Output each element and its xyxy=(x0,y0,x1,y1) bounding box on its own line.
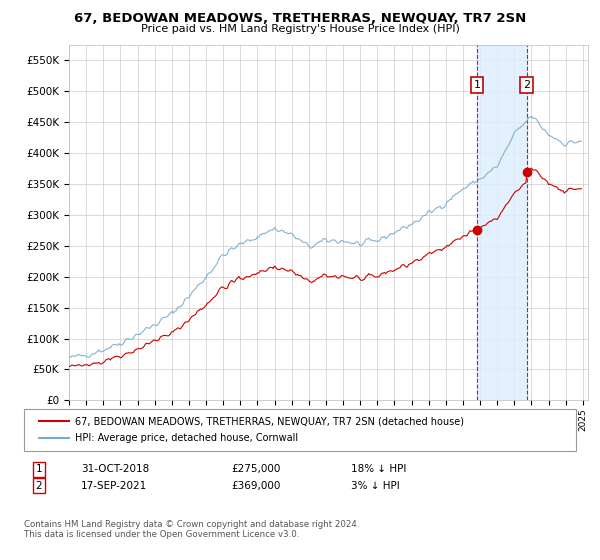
Text: £275,000: £275,000 xyxy=(231,464,280,474)
Bar xyxy=(477,45,527,400)
Text: 2: 2 xyxy=(35,480,43,491)
Text: 3% ↓ HPI: 3% ↓ HPI xyxy=(351,480,400,491)
Text: 31-OCT-2018: 31-OCT-2018 xyxy=(81,464,149,474)
Text: 17-SEP-2021: 17-SEP-2021 xyxy=(81,480,147,491)
Text: 67, BEDOWAN MEADOWS, TRETHERRAS, NEWQUAY, TR7 2SN: 67, BEDOWAN MEADOWS, TRETHERRAS, NEWQUAY… xyxy=(74,12,526,25)
Text: £369,000: £369,000 xyxy=(231,480,280,491)
Text: 67, BEDOWAN MEADOWS, TRETHERRAS, NEWQUAY, TR7 2SN (detached house): 67, BEDOWAN MEADOWS, TRETHERRAS, NEWQUAY… xyxy=(75,416,464,426)
Text: 1: 1 xyxy=(35,464,43,474)
Text: 2: 2 xyxy=(523,80,530,90)
Text: 18% ↓ HPI: 18% ↓ HPI xyxy=(351,464,406,474)
Text: HPI: Average price, detached house, Cornwall: HPI: Average price, detached house, Corn… xyxy=(75,433,298,443)
Text: Contains HM Land Registry data © Crown copyright and database right 2024.
This d: Contains HM Land Registry data © Crown c… xyxy=(24,520,359,539)
Text: Price paid vs. HM Land Registry's House Price Index (HPI): Price paid vs. HM Land Registry's House … xyxy=(140,24,460,34)
Text: 1: 1 xyxy=(473,80,481,90)
